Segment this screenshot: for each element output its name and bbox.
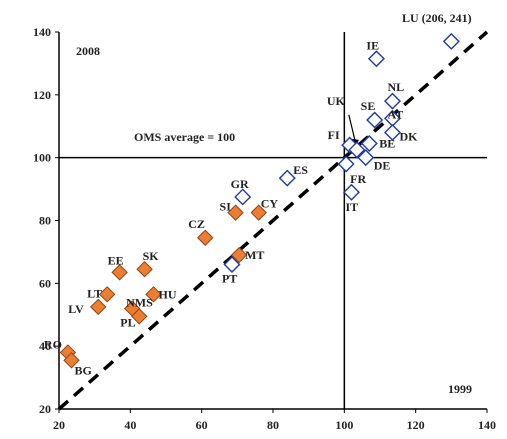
- point-nl: [383, 92, 401, 110]
- uk-arrow-line: [348, 114, 357, 144]
- point-label-pl: PL: [120, 315, 135, 329]
- point-lt: [98, 286, 116, 303]
- y-tick-label: 60: [39, 276, 51, 290]
- lu-outlier-label: LU (206, 241): [402, 11, 472, 25]
- point-dk: [383, 124, 401, 142]
- point-label-cy: CY: [261, 197, 279, 211]
- x-tick-label: 20: [53, 418, 65, 432]
- point-label-ro: RO: [44, 337, 62, 351]
- diagonal-reference-line: [57, 30, 489, 411]
- y-tick-label: 100: [33, 151, 51, 165]
- x-tick-label: 120: [407, 418, 425, 432]
- point-label-fi: FI: [328, 128, 340, 142]
- point-label-sk: SK: [143, 249, 160, 263]
- point-sk: [136, 260, 153, 278]
- data-points: [59, 32, 460, 369]
- point-si: [227, 204, 244, 221]
- y-tick-label: 120: [33, 88, 51, 102]
- x-tick-label: 80: [267, 418, 279, 432]
- point-pt: [223, 255, 241, 273]
- point-label-bg: BG: [74, 363, 91, 377]
- year-1999-label: 1999: [448, 382, 472, 396]
- point-hu: [145, 286, 162, 303]
- point-lv: [90, 298, 107, 316]
- point-label-ee: EE: [108, 253, 124, 267]
- point-ie: [367, 50, 385, 68]
- x-tick-label: 100: [335, 418, 353, 432]
- point-label-si: SI: [220, 200, 232, 214]
- y-tick-label: 140: [33, 25, 51, 39]
- reference-lines: [57, 30, 489, 411]
- point-de: [357, 149, 375, 167]
- point-label-pt: PT: [222, 271, 237, 285]
- x-tick-label: 60: [196, 418, 208, 432]
- point-gr: [234, 188, 252, 206]
- oms-average-label: OMS average = 100: [134, 130, 235, 144]
- y-tick-label: 40: [39, 339, 51, 353]
- x-tick-label: 40: [124, 418, 136, 432]
- point-label-uk: UK: [327, 94, 346, 108]
- point-label-at: AT: [387, 107, 403, 121]
- point-cz: [197, 229, 214, 246]
- point-es: [278, 169, 296, 187]
- y-tick-label: 80: [39, 214, 51, 228]
- point-pl: [131, 308, 148, 325]
- point-label-hu: HU: [159, 287, 177, 301]
- y-tick-label: 20: [39, 402, 51, 416]
- point-label-nms: NMS: [126, 295, 153, 309]
- point-label-gr: GR: [231, 177, 249, 191]
- point-label-es: ES: [293, 163, 308, 177]
- point-label-cz: CZ: [188, 217, 205, 231]
- x-tick-label: 140: [478, 418, 496, 432]
- point-label-it: IT: [345, 200, 358, 214]
- annotations: 2008 1999 OMS average = 100 LU (206, 241…: [76, 11, 472, 396]
- point-it: [342, 183, 360, 201]
- point-label-nl: NL: [387, 80, 404, 94]
- point-bg: [63, 352, 80, 369]
- point-ee: [111, 264, 128, 281]
- point-label-fr: FR: [350, 172, 366, 186]
- point-uk: [348, 141, 366, 159]
- year-2008-label: 2008: [76, 44, 100, 58]
- point-label-de: DE: [374, 159, 391, 173]
- point-label-be: BE: [379, 137, 395, 151]
- point-mt: [230, 246, 248, 264]
- point-cy: [250, 204, 267, 221]
- point-se: [366, 111, 384, 129]
- point-label-lt: LT: [87, 286, 102, 300]
- point-fr: [337, 155, 355, 173]
- point-label-se: SE: [361, 99, 376, 113]
- point-lu: [442, 32, 460, 50]
- axes-group: 20 40 60 80 100 120 140 20 40 60 80 100 120 140: [33, 25, 496, 432]
- point-label-dk: DK: [399, 130, 418, 144]
- point-label-mt: MT: [245, 248, 264, 262]
- point-label-lv: LV: [68, 302, 84, 316]
- point-label-ie: IE: [366, 39, 379, 53]
- point-be: [360, 135, 378, 153]
